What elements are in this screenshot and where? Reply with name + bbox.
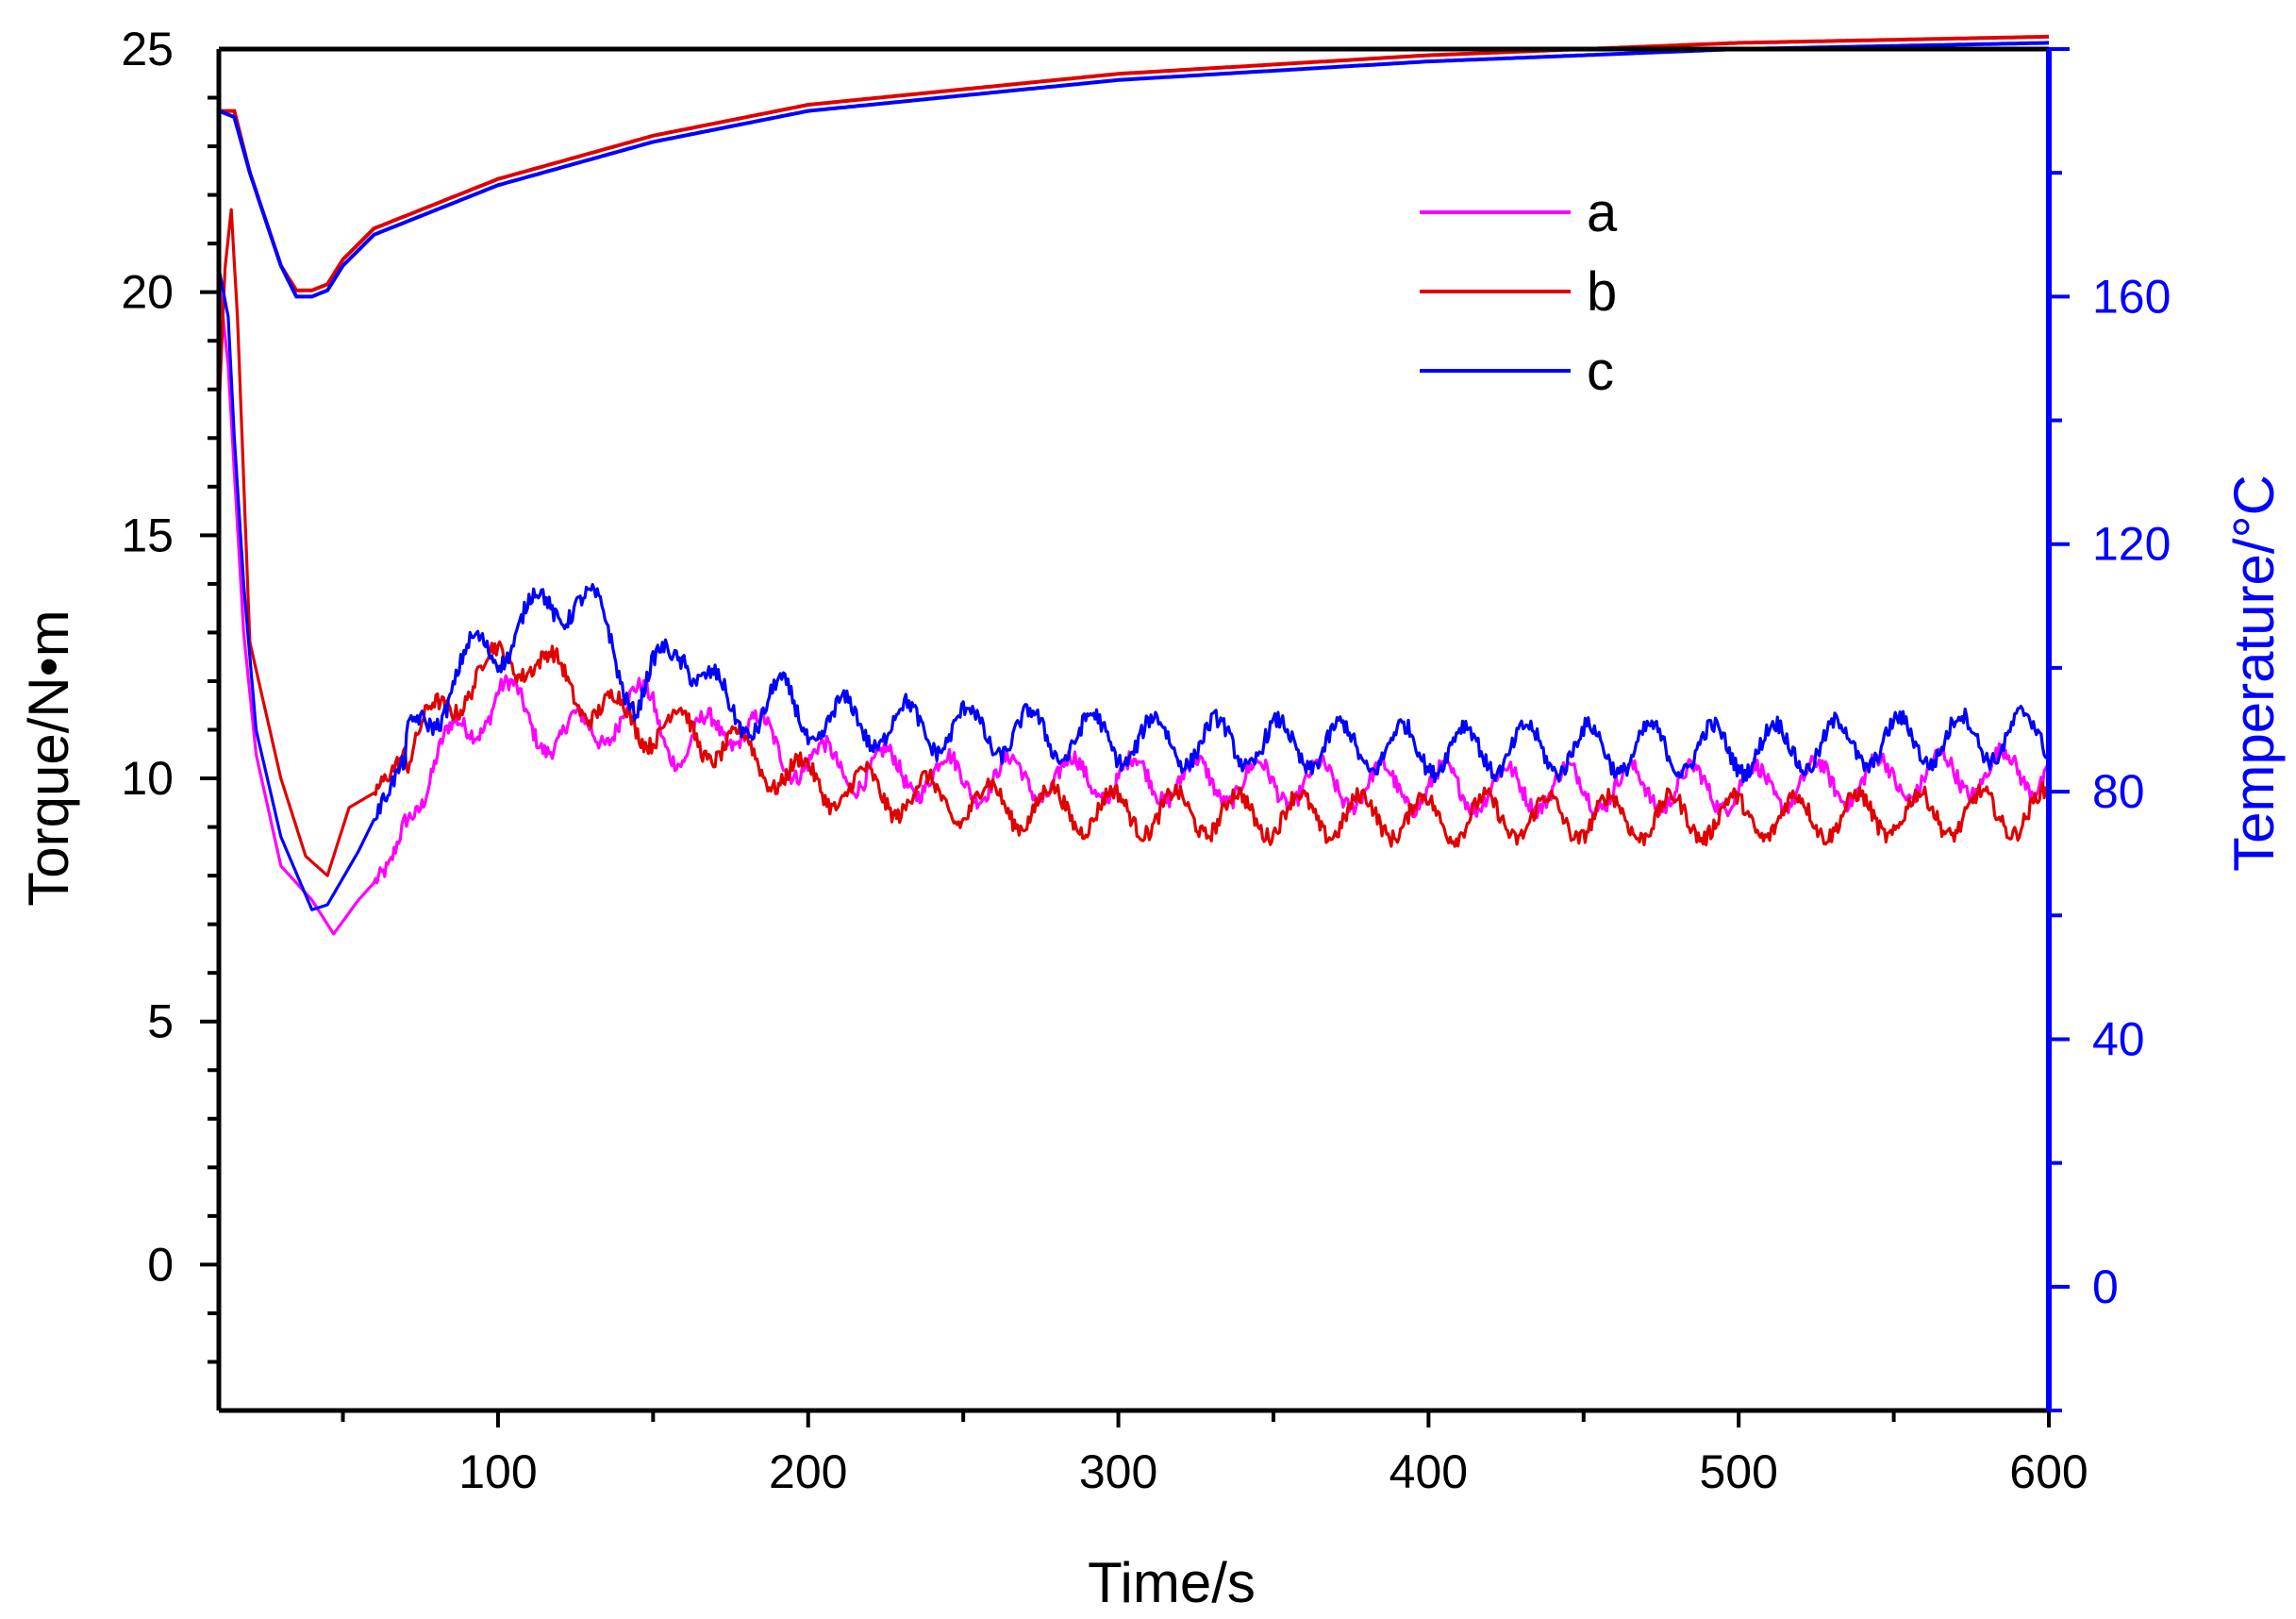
left-axis-title: Torque/N•m: [17, 609, 80, 906]
x-tick-label: 300: [1079, 1445, 1157, 1498]
x-tick-label: 200: [769, 1445, 847, 1498]
series-layer: [217, 34, 2051, 936]
x-axis-title: Time/s: [1088, 1551, 1256, 1614]
legend-label-a: a: [1587, 182, 1618, 243]
series-line-temperature-c: [218, 41, 2050, 299]
series-line-a: [217, 277, 2051, 936]
axes-layer: 100 200 300 400 500 600 0 5 10 15 20 25 0 40 80 120 160: [121, 23, 2171, 1498]
legend-label-c: c: [1587, 341, 1614, 402]
right-axis-title: Temperature/°C: [2222, 475, 2286, 872]
x-tick-label: 400: [1389, 1445, 1468, 1498]
x-tick-label: 100: [458, 1445, 537, 1498]
series-line-c: [217, 267, 2051, 911]
y-left-tick-label: 0: [147, 1238, 174, 1291]
legend-label-b: b: [1587, 261, 1617, 323]
x-tick-label: 600: [2009, 1445, 2088, 1498]
y-left-tick-label: 25: [121, 23, 174, 75]
y-right-tick-label: 80: [2092, 765, 2145, 818]
y-right-tick-label: 0: [2092, 1260, 2119, 1313]
x-tick-label: 500: [1699, 1445, 1777, 1498]
y-left-tick-label: 20: [121, 266, 174, 319]
legend: abc: [1420, 182, 1618, 402]
y-right-tick-label: 160: [2092, 270, 2171, 323]
y-left-tick-label: 10: [121, 752, 174, 805]
series-line-temperature-a-b: [219, 34, 2049, 292]
series-line-b: [217, 208, 2051, 877]
y-left-tick-label: 5: [147, 995, 174, 1048]
y-right-tick-label: 120: [2092, 518, 2171, 571]
y-left-tick-label: 15: [121, 509, 174, 561]
y-right-tick-label: 40: [2092, 1012, 2145, 1065]
